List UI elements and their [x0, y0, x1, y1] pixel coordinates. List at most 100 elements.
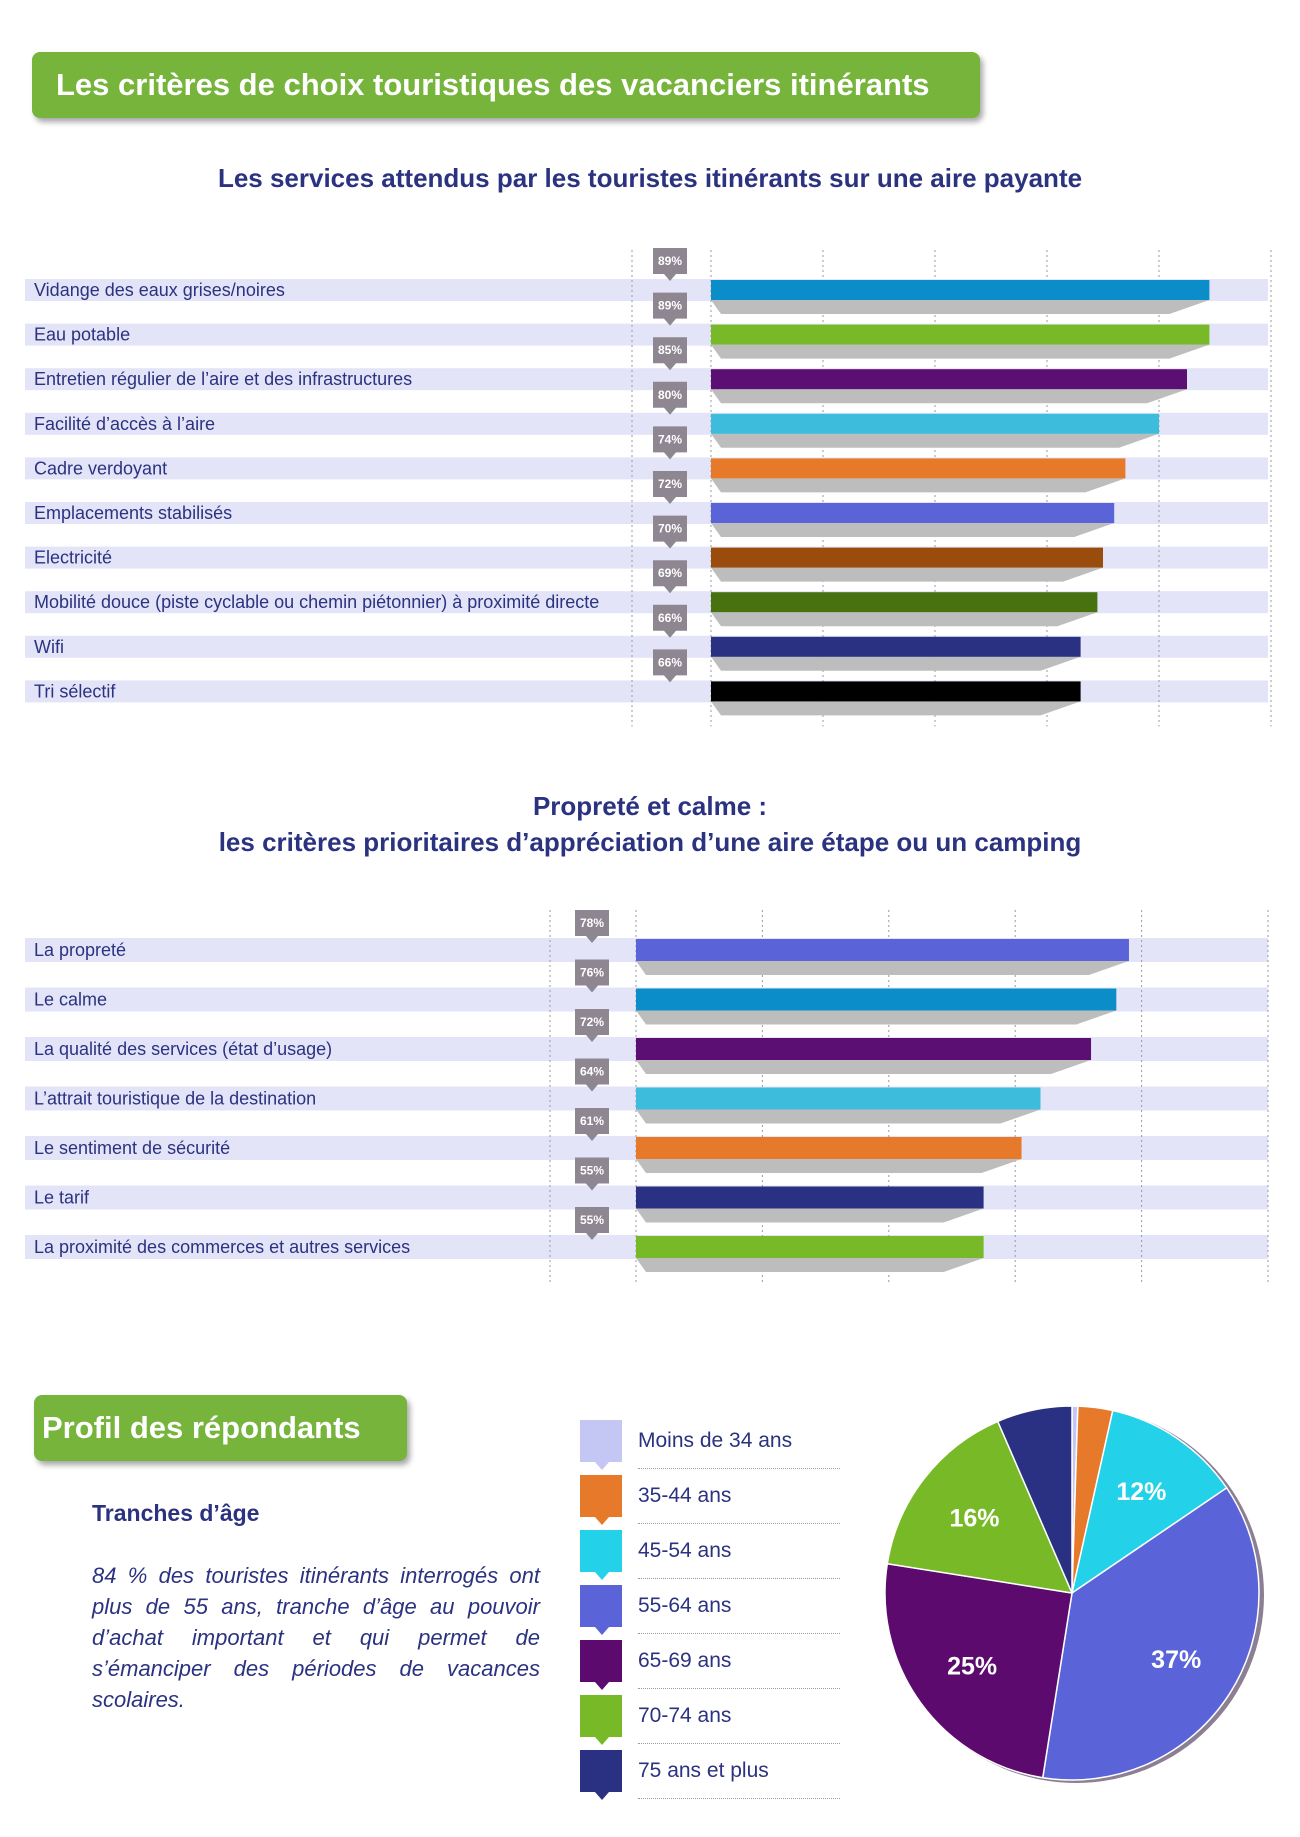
- legend-swatch: [580, 1585, 622, 1635]
- value-label: 76%: [580, 966, 604, 980]
- legend-item: 75 ans et plus: [580, 1744, 840, 1800]
- legend-label: 35-44 ans: [638, 1469, 840, 1524]
- category-label: L’attrait touristique de la destination: [34, 1089, 316, 1109]
- category-label: Cadre verdoyant: [34, 458, 167, 478]
- legend-label: 75 ans et plus: [638, 1744, 840, 1799]
- value-tag: [653, 426, 687, 460]
- legend-label: 45-54 ans: [638, 1524, 840, 1579]
- legend-swatch: [580, 1530, 622, 1580]
- bar: [636, 1137, 1022, 1159]
- bar: [711, 592, 1098, 613]
- value-tag: [653, 337, 687, 371]
- age-heading: Tranches d’âge: [92, 1500, 260, 1526]
- chart1-title: Les services attendus par les touristes …: [217, 163, 1083, 193]
- bar: [711, 280, 1210, 300]
- bar: [711, 547, 1103, 568]
- age-description: 84 % des touristes itinérants interrogés…: [92, 1563, 540, 1712]
- bar: [711, 636, 1081, 657]
- value-label: 55%: [580, 1213, 604, 1227]
- category-label: Entretien régulier de l’aire et des infr…: [34, 369, 412, 389]
- value-label: 70%: [658, 522, 682, 536]
- category-label: Electricité: [34, 548, 112, 568]
- category-label: La proximité des commerces et autres ser…: [34, 1237, 410, 1257]
- bar: [636, 1186, 984, 1209]
- pie-slice: [996, 1405, 1073, 1594]
- legend-label: 55-64 ans: [638, 1579, 840, 1634]
- legend-label: Moins de 34 ans: [638, 1414, 840, 1469]
- bar-shadow: [711, 433, 1159, 448]
- value-label: 89%: [658, 254, 682, 268]
- bar: [636, 1087, 1041, 1110]
- legend-item: 55-64 ans: [580, 1579, 840, 1635]
- value-label: 85%: [658, 343, 682, 357]
- value-tag: [653, 471, 687, 504]
- value-tag: [575, 959, 609, 993]
- bar: [711, 324, 1210, 345]
- category-label: Emplacements stabilisés: [34, 503, 232, 523]
- value-tag: [653, 560, 687, 594]
- value-tag: [653, 248, 687, 281]
- bar-shadow: [711, 389, 1187, 404]
- bar-shadow: [711, 344, 1210, 359]
- value-tag: [653, 292, 687, 326]
- value-label: 80%: [658, 388, 682, 402]
- value-label: 89%: [658, 299, 682, 313]
- category-label: Le calme: [34, 990, 107, 1010]
- bar-shadow: [636, 1159, 1022, 1173]
- value-tag: [575, 1207, 609, 1240]
- bar: [711, 413, 1159, 434]
- age-pie-chart: 12% 37% 25% 16%: [884, 1405, 1264, 1783]
- bar-shadow: [711, 523, 1115, 537]
- pie-slice: [886, 1420, 1074, 1594]
- legend-label: 65-69 ans: [638, 1634, 840, 1689]
- bar-shadow: [711, 478, 1126, 493]
- bar: [636, 988, 1117, 1011]
- value-label: 69%: [658, 566, 682, 580]
- pie-slice: [1070, 1409, 1228, 1595]
- value-tag: [575, 1058, 609, 1092]
- legend-swatch: [580, 1475, 622, 1525]
- pie-value-label: 37%: [1151, 1646, 1201, 1674]
- legend-swatch: [580, 1640, 622, 1690]
- value-label: 64%: [580, 1065, 604, 1079]
- value-label: 78%: [580, 916, 604, 930]
- value-label: 72%: [658, 477, 682, 491]
- category-label: Mobilité douce (piste cyclable ou chemin…: [34, 592, 599, 612]
- value-label: 72%: [580, 1015, 604, 1029]
- value-label: 66%: [658, 655, 682, 669]
- bar: [711, 503, 1115, 523]
- value-tag: [653, 604, 687, 638]
- chart-services: Vidange des eaux grises/noires 89% Eau pot…: [25, 248, 1272, 727]
- value-tag: [575, 910, 609, 943]
- legend-item: 35-44 ans: [580, 1469, 840, 1525]
- value-tag: [575, 1108, 609, 1141]
- value-tag: [653, 649, 687, 683]
- bar: [711, 458, 1126, 479]
- bar: [636, 1236, 984, 1258]
- value-label: 74%: [658, 432, 682, 446]
- legend-label: 70-74 ans: [638, 1689, 840, 1744]
- value-tag: [653, 381, 687, 415]
- bar: [711, 681, 1081, 702]
- bar-shadow: [636, 1060, 1092, 1074]
- legend-swatch: [580, 1420, 622, 1470]
- profile-title: Profil des répondants: [42, 1410, 361, 1445]
- profile-banner: Profil des répondants: [34, 1395, 407, 1461]
- category-label: Le tarif: [34, 1188, 90, 1208]
- pie-value-label: 12%: [1116, 1478, 1166, 1506]
- chart-criteria: La propreté 78% Le calme 76% La qualité des …: [25, 910, 1269, 1283]
- main-title-banner: Les critères de choix touristiques des v…: [32, 52, 980, 118]
- category-label: Le sentiment de sécurité: [34, 1138, 230, 1158]
- bar-shadow: [711, 701, 1081, 716]
- value-label: 61%: [580, 1114, 604, 1128]
- bar-shadow: [636, 961, 1129, 975]
- bar-shadow: [711, 567, 1103, 582]
- category-label: Tri sélectif: [34, 681, 116, 701]
- legend-item: Moins de 34 ans: [580, 1414, 840, 1470]
- bar-shadow: [636, 1258, 984, 1272]
- bar: [636, 1038, 1092, 1060]
- category-label: La propreté: [34, 940, 126, 960]
- pie-slice: [1041, 1486, 1260, 1781]
- value-tag: [653, 515, 687, 549]
- bar-shadow: [636, 1109, 1041, 1124]
